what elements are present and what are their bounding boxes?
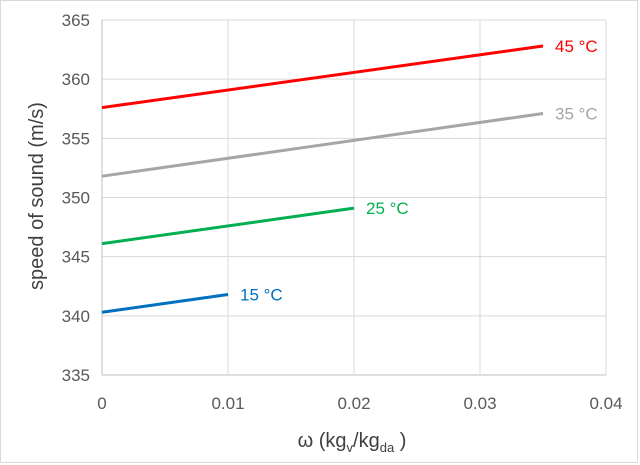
x-tick-label: 0.02 (337, 394, 370, 413)
y-tick-label: 345 (62, 248, 90, 267)
series-line (101, 293, 229, 314)
x-tick-label: 0.01 (211, 394, 244, 413)
x-tick-label: 0.03 (463, 394, 496, 413)
series-label: 25 °C (366, 199, 409, 218)
series-line (101, 44, 544, 110)
series-line (101, 111, 544, 178)
x-axis-title: ω (kgv/kgda ) (298, 430, 407, 455)
y-tick-label: 355 (62, 129, 90, 148)
y-tick-label: 360 (62, 70, 90, 89)
y-tick-label: 350 (62, 189, 90, 208)
x-tick-label: 0 (97, 394, 106, 413)
series-labels: 15 °C 25 °C 35 °C 45 °C (240, 37, 598, 305)
series-label: 35 °C (555, 104, 598, 123)
x-tick-label: 0.04 (589, 394, 622, 413)
gridlines (101, 19, 607, 376)
x-axis-title-close: ) (394, 430, 406, 452)
y-axis-title: speed of sound (m/s) (26, 102, 48, 290)
series-label: 15 °C (240, 286, 283, 305)
x-axis-title-sub-da: da (380, 440, 395, 455)
y-tick-label: 335 (62, 366, 90, 385)
y-tick-label: 340 (62, 307, 90, 326)
x-axis-title-sub-v: v (347, 440, 354, 455)
x-axis-title-main: ω (kg (298, 430, 347, 452)
series-label: 45 °C (555, 37, 598, 56)
y-tick-label: 365 (62, 11, 90, 30)
series-line (101, 206, 355, 246)
tick-labels: 335 340 345 350 355 360 365 0 0.01 0.02 0.03 0.04 (62, 11, 623, 413)
series-lines (101, 44, 544, 314)
x-axis-title-slash: /kg (353, 430, 380, 452)
